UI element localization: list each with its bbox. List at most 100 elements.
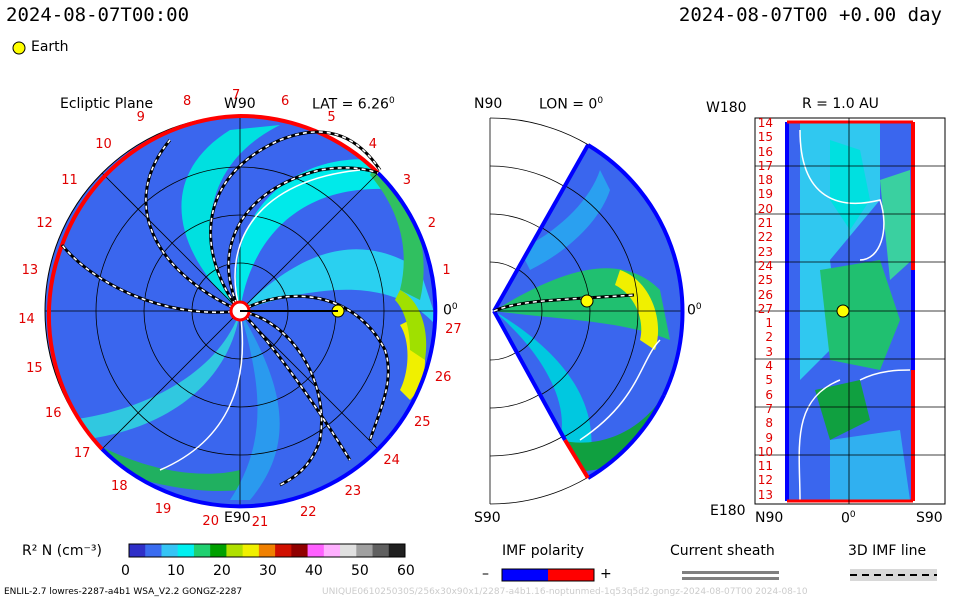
latlon-row-number: 25 [757,273,773,288]
left-timestamp: 2024-08-07T00:00 [6,4,190,26]
latlon-panel [754,117,946,505]
latlon-row-number: 27 [757,301,773,316]
sector-number: 18 [111,478,128,494]
latlon-row-number: 6 [765,387,773,402]
meridional-bottom-label: S90 [474,510,501,526]
colorbar-tick: 10 [167,563,185,579]
sector-number: 25 [413,414,431,430]
latlon-title: R = 1.0 AU [802,96,879,112]
colorbar-tick: 0 [121,563,130,579]
imf-positive-swatch [548,569,594,581]
colorbar-swatch [323,544,341,557]
sector-number: 14 [18,311,35,327]
latlon-bottom-s90: S90 [916,510,943,526]
sector-number: 5 [327,110,336,126]
latlon-bottom-n90: N90 [755,510,784,526]
latlon-row-number: 21 [757,216,773,231]
latlon-row-number: 22 [757,230,773,245]
right-timestamp: 2024-08-07T00 +0.00 day [678,4,942,26]
colorbar-tick: 30 [259,563,277,579]
latlon-row-number: 16 [757,144,773,159]
meridional-panel [489,117,685,505]
latlon-row-number: 9 [765,430,773,445]
sector-number: 21 [251,515,269,531]
current-sheath-line [234,169,361,312]
colorbar-swatch [307,544,325,557]
meridional-top-label: N90 [474,96,503,112]
latlon-row-number: 23 [757,244,773,259]
latlon-row-number: 24 [757,258,773,273]
sector-number: 19 [154,501,172,517]
colorbar-swatch [161,544,179,557]
sector-number: 16 [45,406,62,422]
sector-number: 2 [427,215,437,231]
colorbar-swatch [145,544,162,557]
imf-polarity-minus: – [482,566,489,582]
colorbar-swatch [388,544,406,557]
latlon-row-number: 26 [757,287,773,302]
latlon-row-number: 10 [757,444,773,459]
ecliptic-right-label: 00 [443,302,458,319]
colorbar-swatch [291,544,309,557]
sector-number: 27 [445,321,462,337]
ecliptic-top-label: W90 [224,96,256,112]
sector-number: 12 [36,215,53,231]
colorbar-swatch [242,544,260,557]
latlon-row-number: 4 [765,359,773,374]
latlon-row-number: 3 [765,344,773,359]
latlon-row-number: 8 [765,416,773,431]
meridional-lon-label: LON = 00 [539,96,604,113]
earth-legend-icon [12,41,26,55]
colorbar-label: R² N (cm⁻³) [22,543,102,559]
sector-number: 7 [232,88,241,103]
latlon-top-left-label: W180 [706,100,747,116]
colorbar-tick: 60 [397,563,415,579]
current-sheath-title: Current sheath [670,543,775,559]
latlon-row-number: 11 [757,459,773,474]
colorbar-swatch [226,544,244,557]
colorbar [128,543,406,558]
ecliptic-bottom-label: E90 [224,510,251,526]
latlon-row-number: 1 [765,316,773,331]
sector-number: 24 [383,453,400,469]
imf-polarity-plus: + [600,566,612,582]
colorbar-tick: 40 [305,563,323,579]
sector-number: 17 [73,446,91,462]
sector-number: 22 [300,504,317,520]
sector-number: 4 [368,137,377,153]
sector-number: 1 [442,262,451,278]
meridional-right-label: 00 [687,302,702,319]
colorbar-tick: 20 [213,563,231,579]
colorbar-swatch [129,544,146,557]
sector-number: 3 [402,173,412,189]
ecliptic-lat-label: LAT = 6.260 [312,96,395,113]
colorbar-swatch [193,544,211,557]
earth-legend-label: Earth [31,39,69,55]
sector-number: 10 [95,137,112,153]
latlon-row-number: 15 [757,130,773,145]
colorbar-swatch [340,544,357,557]
latlon-bottom-zero: 00 [841,510,856,527]
sector-number: 9 [136,110,145,126]
imf-polarity-title: IMF polarity [502,543,585,559]
latlon-row-number: 7 [765,401,773,416]
latlon-row-number: 13 [757,487,773,502]
footer-run-info: ENLIL-2.7 lowres-2287-a4b1 WSA_V2.2 GONG… [4,587,243,597]
sector-number: 26 [434,370,452,385]
sector-number: 13 [21,262,39,278]
sector-number: 6 [280,93,290,109]
latlon-bottom-left-label: E180 [710,503,746,519]
colorbar-swatch [177,544,195,557]
latlon-row-number: 5 [765,373,773,388]
colorbar-swatch [258,544,276,557]
latlon-row-number: 18 [757,173,773,188]
sector-number: 23 [344,483,362,499]
earth-marker-latlon [836,304,850,318]
sector-number: 11 [61,173,78,189]
imf-negative-swatch [502,569,548,581]
earth-marker-meridional [580,294,594,308]
sector-number: 8 [183,93,192,109]
colorbar-swatch [275,544,292,557]
imf-line-swatch [850,569,937,581]
